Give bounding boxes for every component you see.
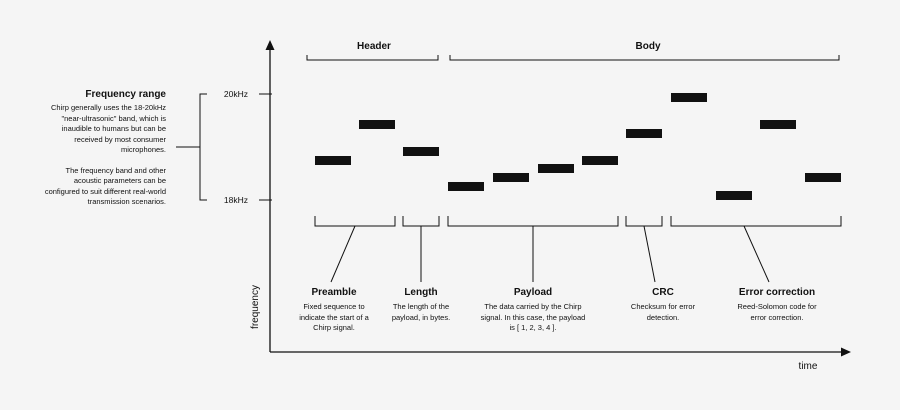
segment-title: Length	[404, 287, 438, 298]
segment-description: The data carried by the Chirp signal. In…	[480, 302, 586, 332]
tone-length	[403, 147, 439, 156]
frequency-range-note: Frequency range Chirp generally uses the…	[40, 89, 166, 208]
tone-preamble-1	[315, 156, 351, 165]
frequency-range-title: Frequency range	[85, 89, 166, 100]
y-axis-arrow	[265, 40, 275, 50]
segment-error-correction: Error correction Reed-Solomon code for e…	[722, 287, 832, 323]
segment-title: Payload	[513, 287, 553, 298]
bracket-length	[402, 216, 440, 282]
bracket-error-correction	[670, 216, 842, 283]
segment-preamble: Preamble Fixed sequence to indicate the …	[269, 287, 399, 334]
frequency-range-paragraph-2: The frequency band and other acoustic pa…	[44, 165, 166, 207]
header-bracket	[306, 55, 439, 61]
tick-label-20khz: 20kHz	[224, 89, 248, 99]
y-axis-label: frequency	[250, 285, 261, 329]
tone-preamble-2	[359, 120, 395, 129]
bracket-preamble	[314, 216, 396, 283]
tone-ec-1	[671, 93, 707, 102]
header-label: Header	[357, 41, 391, 52]
tone-payload-2	[493, 173, 529, 182]
segment-description: The length of the payload, in bytes.	[391, 302, 451, 322]
segment-crc: CRC Checksum for error detection.	[618, 287, 708, 323]
body-bracket	[449, 55, 840, 61]
x-axis-arrow	[841, 347, 851, 357]
tone-payload-3	[538, 164, 574, 173]
bracket-payload	[447, 216, 619, 282]
bracket-crc	[625, 216, 663, 283]
tones	[315, 93, 841, 200]
segment-description: Fixed sequence to indicate the start of …	[299, 302, 369, 332]
tone-payload-1	[448, 182, 484, 191]
segment-brackets	[314, 216, 842, 283]
segment-length: Length The length of the payload, in byt…	[373, 287, 469, 323]
tone-ec-2	[716, 191, 752, 200]
segment-description: Reed-Solomon code for error correction.	[737, 302, 817, 322]
segment-title: CRC	[652, 287, 674, 298]
segment-title: Error correction	[738, 287, 816, 298]
tone-ec-4	[805, 173, 841, 182]
segment-payload: Payload The data carried by the Chirp si…	[478, 287, 588, 334]
x-axis-label: time	[799, 361, 818, 372]
tone-crc	[626, 129, 662, 138]
frequency-range-paragraph-1: Chirp generally uses the 18-20kHz "near-…	[50, 103, 166, 154]
tick-label-18khz: 18kHz	[224, 195, 248, 205]
frequency-range-bracket	[176, 93, 207, 201]
tone-payload-4	[582, 156, 618, 165]
body-label: Body	[636, 41, 661, 52]
tone-ec-3	[760, 120, 796, 129]
segment-title: Preamble	[311, 287, 357, 298]
segment-description: Checksum for error detection.	[630, 302, 696, 322]
